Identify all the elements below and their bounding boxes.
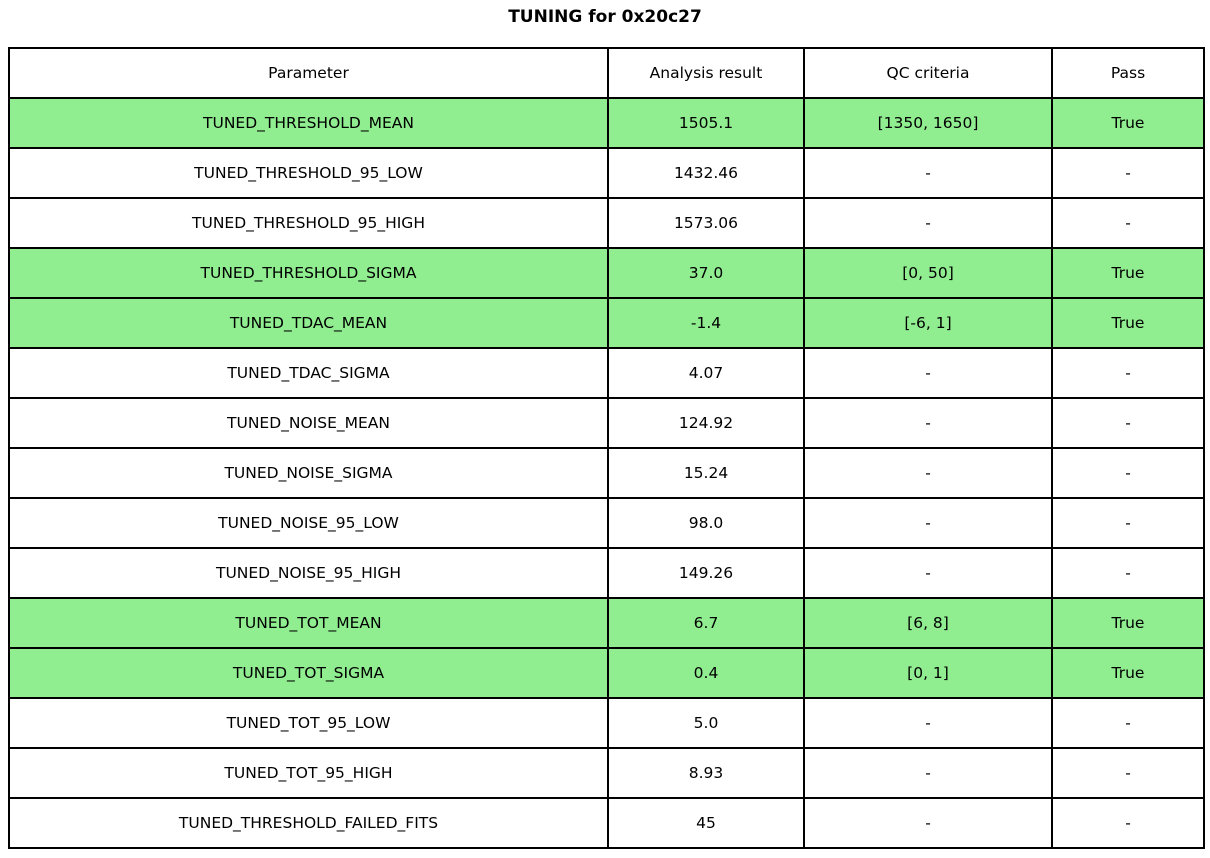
- pass-cell: -: [1051, 697, 1205, 749]
- table-row: TUNED_THRESHOLD_FAILED_FITS 45- -: [8, 797, 1205, 849]
- pass-cell: -: [1051, 397, 1205, 449]
- header-parameter: Parameter: [8, 47, 609, 99]
- table-row: TUNED_TDAC_MEAN -1.4 [-6, 1] True: [8, 297, 1205, 349]
- qc-criteria-cell: [0, 1]: [803, 647, 1053, 699]
- qc-criteria-cell: -: [803, 197, 1053, 249]
- parameter-cell: TUNED_TOT_MEAN: [8, 597, 609, 649]
- parameter-cell: TUNED_THRESHOLD_SIGMA: [8, 247, 609, 299]
- table-row: TUNED_TDAC_SIGMA 4.07- -: [8, 347, 1205, 399]
- header-qc-criteria: QC criteria: [803, 47, 1053, 99]
- pass-cell: True: [1051, 597, 1205, 649]
- parameter-cell: TUNED_THRESHOLD_95_LOW: [8, 147, 609, 199]
- table-row: TUNED_NOISE_SIGMA 15.24- -: [8, 447, 1205, 499]
- parameter-cell: TUNED_THRESHOLD_FAILED_FITS: [8, 797, 609, 849]
- tuning-table: Parameter Analysis result QC criteria Pa…: [8, 47, 1205, 849]
- analysis-result-cell: 124.92: [607, 397, 805, 449]
- analysis-result-cell: 1573.06: [607, 197, 805, 249]
- table-row: TUNED_TOT_95_LOW 5.0- -: [8, 697, 1205, 749]
- table-header: Parameter Analysis result QC criteria Pa…: [8, 47, 1205, 99]
- parameter-cell: TUNED_NOISE_95_HIGH: [8, 547, 609, 599]
- table-row: TUNED_TOT_SIGMA 0.4 [0, 1] True: [8, 647, 1205, 699]
- analysis-result-cell: 15.24: [607, 447, 805, 499]
- qc-criteria-cell: -: [803, 747, 1053, 799]
- table-row: TUNED_NOISE_95_LOW 98.0- -: [8, 497, 1205, 549]
- header-row: Parameter Analysis result QC criteria Pa…: [8, 47, 1205, 99]
- parameter-cell: TUNED_TOT_SIGMA: [8, 647, 609, 699]
- qc-criteria-cell: -: [803, 797, 1053, 849]
- analysis-result-cell: 4.07: [607, 347, 805, 399]
- analysis-result-cell: 37.0: [607, 247, 805, 299]
- parameter-cell: TUNED_TOT_95_HIGH: [8, 747, 609, 799]
- analysis-result-cell: -1.4: [607, 297, 805, 349]
- analysis-result-cell: 1432.46: [607, 147, 805, 199]
- parameter-cell: TUNED_THRESHOLD_95_HIGH: [8, 197, 609, 249]
- table-row: TUNED_THRESHOLD_95_HIGH 1573.06- -: [8, 197, 1205, 249]
- analysis-result-cell: 5.0: [607, 697, 805, 749]
- qc-criteria-cell: -: [803, 447, 1053, 499]
- pass-cell: -: [1051, 147, 1205, 199]
- analysis-result-cell: 8.93: [607, 747, 805, 799]
- pass-cell: -: [1051, 447, 1205, 499]
- pass-cell: True: [1051, 647, 1205, 699]
- pass-cell: -: [1051, 197, 1205, 249]
- parameter-cell: TUNED_TDAC_SIGMA: [8, 347, 609, 399]
- pass-cell: -: [1051, 547, 1205, 599]
- table-row: TUNED_THRESHOLD_MEAN 1505.1 [1350, 1650] Tr…: [8, 97, 1205, 149]
- parameter-cell: TUNED_THRESHOLD_MEAN: [8, 97, 609, 149]
- pass-cell: True: [1051, 247, 1205, 299]
- analysis-result-cell: 98.0: [607, 497, 805, 549]
- analysis-result-cell: 1505.1: [607, 97, 805, 149]
- parameter-cell: TUNED_NOISE_95_LOW: [8, 497, 609, 549]
- qc-criteria-cell: -: [803, 347, 1053, 399]
- pass-cell: -: [1051, 797, 1205, 849]
- analysis-result-cell: 0.4: [607, 647, 805, 699]
- parameter-cell: TUNED_NOISE_SIGMA: [8, 447, 609, 499]
- table-row: TUNED_THRESHOLD_95_LOW 1432.46- -: [8, 147, 1205, 199]
- table-body: TUNED_THRESHOLD_MEAN 1505.1 [1350, 1650] Tr…: [8, 97, 1205, 849]
- table-row: TUNED_TOT_95_HIGH 8.93- -: [8, 747, 1205, 799]
- header-pass: Pass: [1051, 47, 1205, 99]
- qc-criteria-cell: -: [803, 497, 1053, 549]
- pass-cell: True: [1051, 297, 1205, 349]
- page-title: TUNING for 0x20c27: [508, 7, 702, 27]
- qc-criteria-cell: [0, 50]: [803, 247, 1053, 299]
- parameter-cell: TUNED_TDAC_MEAN: [8, 297, 609, 349]
- pass-cell: -: [1051, 497, 1205, 549]
- qc-criteria-cell: -: [803, 147, 1053, 199]
- table-row: TUNED_TOT_MEAN 6.7 [6, 8] True: [8, 597, 1205, 649]
- qc-criteria-cell: [6, 8]: [803, 597, 1053, 649]
- parameter-cell: TUNED_TOT_95_LOW: [8, 697, 609, 749]
- table-row: TUNED_NOISE_MEAN 124.92- -: [8, 397, 1205, 449]
- analysis-result-cell: 45: [607, 797, 805, 849]
- qc-criteria-cell: -: [803, 547, 1053, 599]
- header-analysis-result: Analysis result: [607, 47, 805, 99]
- qc-criteria-cell: -: [803, 397, 1053, 449]
- qc-criteria-cell: -: [803, 697, 1053, 749]
- analysis-result-cell: 6.7: [607, 597, 805, 649]
- pass-cell: -: [1051, 747, 1205, 799]
- table-row: TUNED_THRESHOLD_SIGMA 37.0 [0, 50] True: [8, 247, 1205, 299]
- pass-cell: True: [1051, 97, 1205, 149]
- qc-criteria-cell: [1350, 1650]: [803, 97, 1053, 149]
- qc-criteria-cell: [-6, 1]: [803, 297, 1053, 349]
- parameter-cell: TUNED_NOISE_MEAN: [8, 397, 609, 449]
- table-row: TUNED_NOISE_95_HIGH 149.26- -: [8, 547, 1205, 599]
- pass-cell: -: [1051, 347, 1205, 399]
- analysis-result-cell: 149.26: [607, 547, 805, 599]
